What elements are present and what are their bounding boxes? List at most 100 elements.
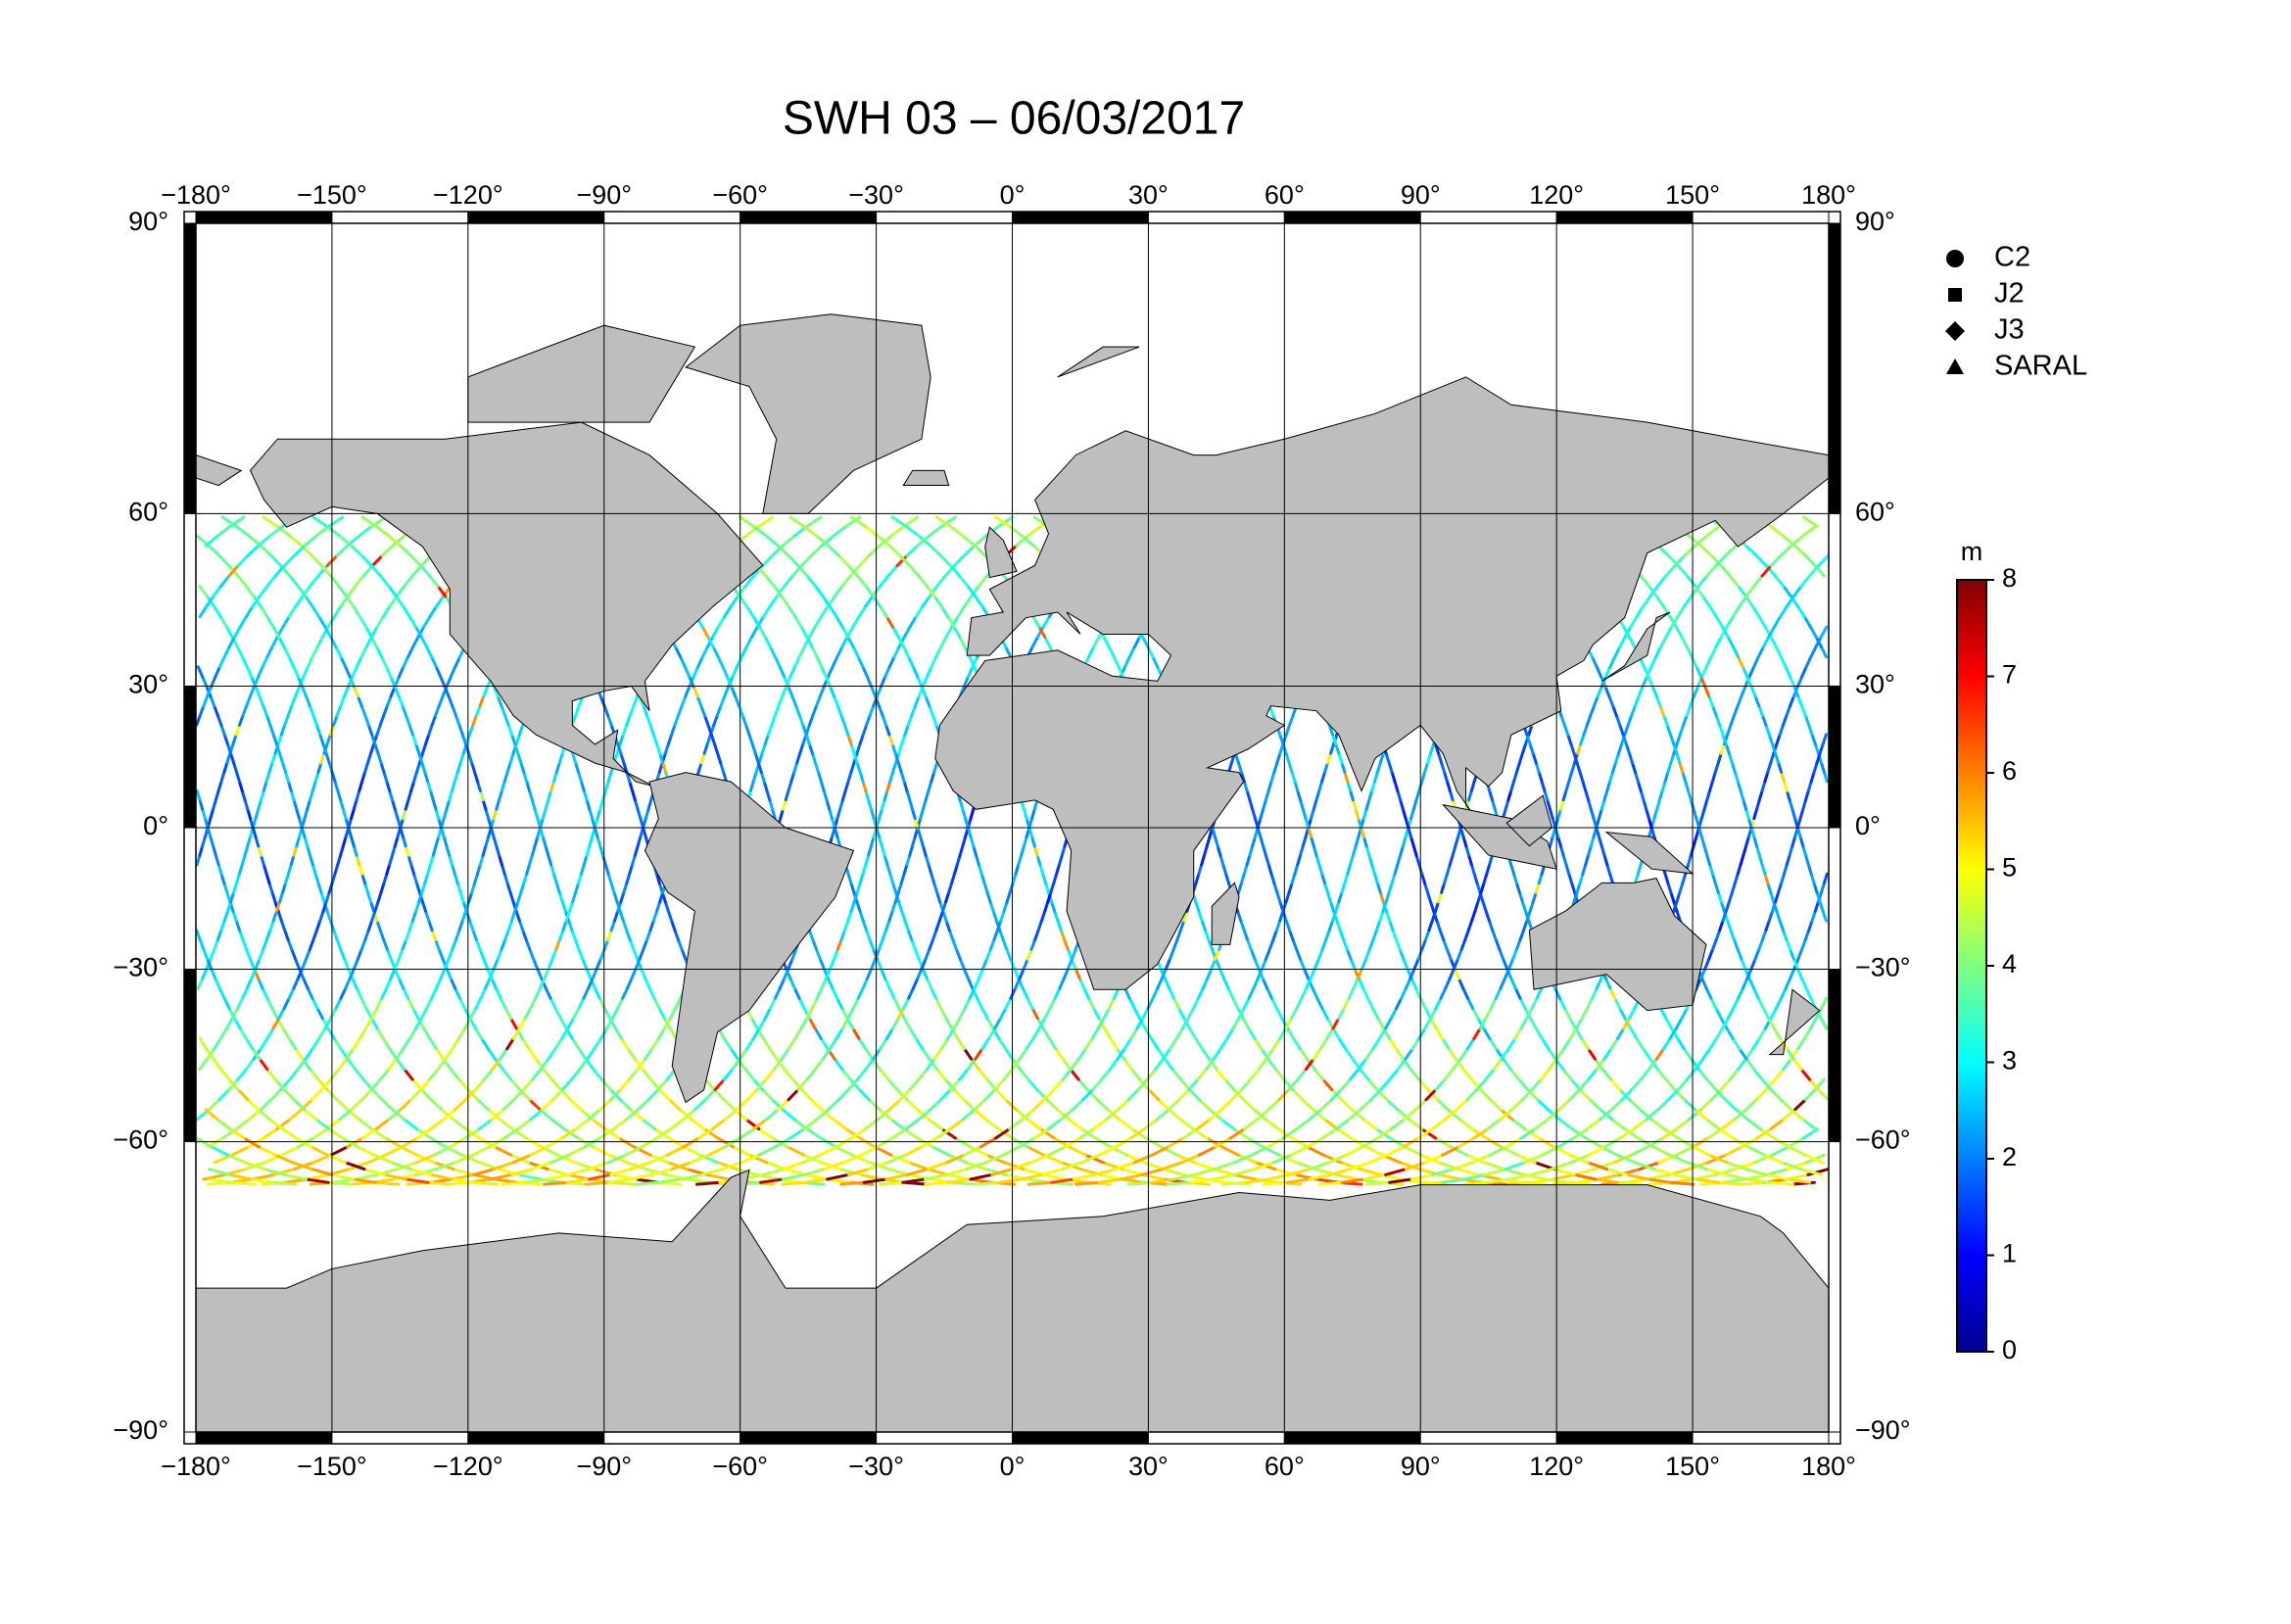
track-segment	[382, 546, 393, 555]
track-segment	[1227, 1028, 1233, 1038]
track-segment	[409, 725, 412, 735]
track-segment	[436, 939, 440, 949]
track-segment	[345, 687, 349, 696]
track-segment	[368, 725, 371, 735]
track-segment	[971, 1174, 992, 1179]
track-segment	[1709, 696, 1713, 706]
track-segment	[915, 696, 919, 706]
track-segment	[763, 1089, 773, 1099]
track-segment	[841, 1182, 864, 1184]
track-segment	[1809, 921, 1812, 931]
track-segment	[1790, 696, 1794, 706]
track-segment	[788, 1089, 798, 1099]
track-segment	[946, 627, 952, 637]
frame-band	[604, 1432, 740, 1444]
track-segment	[1076, 1182, 1099, 1184]
track-segment	[1248, 939, 1252, 949]
track-segment	[459, 725, 462, 735]
track-segment	[474, 1170, 495, 1175]
track-segment	[937, 576, 945, 586]
track-segment	[267, 576, 275, 586]
track-segment	[1485, 1163, 1503, 1170]
track-segment	[1337, 921, 1340, 931]
track-segment	[1620, 725, 1623, 735]
track-segment	[1169, 1138, 1183, 1147]
track-segment	[1581, 735, 1584, 744]
track-segment	[956, 1138, 971, 1147]
track-segment	[1809, 1079, 1818, 1089]
track-segment	[754, 1120, 767, 1129]
track-segment	[1748, 1179, 1771, 1182]
track-segment	[697, 696, 701, 706]
track-segment	[1311, 969, 1314, 979]
track-segment	[384, 939, 388, 949]
track-segment	[1404, 1138, 1418, 1147]
track-segment	[356, 576, 363, 586]
y-tick-label: 60°	[128, 498, 168, 527]
track-segment	[1225, 1079, 1234, 1089]
track-segment	[939, 911, 942, 921]
track-segment	[337, 939, 341, 949]
track-segment	[1044, 1089, 1054, 1099]
track-segment	[1220, 1038, 1227, 1048]
track-segment	[1131, 1028, 1137, 1038]
track-segment	[473, 1147, 490, 1155]
track-segment	[723, 667, 727, 677]
track-segment	[1092, 1028, 1098, 1038]
track-segment	[1693, 1138, 1707, 1147]
track-segment	[905, 1147, 922, 1155]
track-segment	[214, 586, 221, 596]
track-segment	[1578, 744, 1581, 754]
track-segment	[526, 1138, 541, 1147]
track-segment	[1048, 1120, 1061, 1129]
track-segment	[1322, 939, 1326, 949]
track-segment	[1425, 931, 1428, 940]
track-segment	[1632, 1147, 1648, 1155]
track-segment	[879, 939, 883, 949]
track-segment	[263, 706, 267, 716]
track-segment	[780, 667, 784, 677]
track-segment	[1331, 744, 1334, 754]
track-segment	[441, 969, 445, 979]
track-segment	[946, 1019, 952, 1028]
track-segment	[1304, 969, 1308, 979]
track-segment	[354, 1179, 376, 1182]
track-segment	[1443, 1038, 1450, 1048]
track-segment	[714, 716, 717, 726]
track-segment	[657, 902, 660, 912]
track-segment	[234, 627, 240, 637]
track-segment	[1805, 931, 1808, 940]
track-segment	[270, 725, 273, 735]
track-segment	[1489, 921, 1492, 931]
track-segment	[1666, 627, 1672, 637]
track-segment	[1748, 1147, 1765, 1155]
track-segment	[752, 744, 755, 754]
track-segment	[426, 911, 429, 921]
track-segment	[930, 1120, 942, 1129]
track-segment	[888, 1079, 897, 1089]
track-segment	[892, 744, 895, 754]
track-segment	[702, 647, 707, 657]
track-segment	[402, 1138, 416, 1147]
track-segment	[200, 1038, 207, 1048]
track-segment	[246, 1059, 254, 1069]
track-segment	[240, 617, 246, 627]
frame-band	[1829, 1142, 1840, 1432]
track-segment	[573, 753, 576, 763]
track-segment	[841, 931, 844, 940]
track-segment	[1436, 1079, 1445, 1089]
track-segment	[1173, 998, 1178, 1008]
track-segment	[1248, 1138, 1263, 1147]
track-segment	[1425, 1019, 1431, 1028]
track-segment	[1336, 1120, 1349, 1129]
track-segment	[1823, 735, 1826, 744]
track-segment	[488, 1049, 495, 1059]
track-segment	[200, 586, 208, 596]
track-segment	[1656, 597, 1663, 606]
track-segment	[217, 716, 220, 726]
track-segment	[1777, 911, 1780, 921]
track-segment	[359, 617, 365, 627]
track-segment	[904, 647, 909, 657]
track-segment	[1777, 735, 1780, 744]
track-segment	[289, 657, 294, 667]
